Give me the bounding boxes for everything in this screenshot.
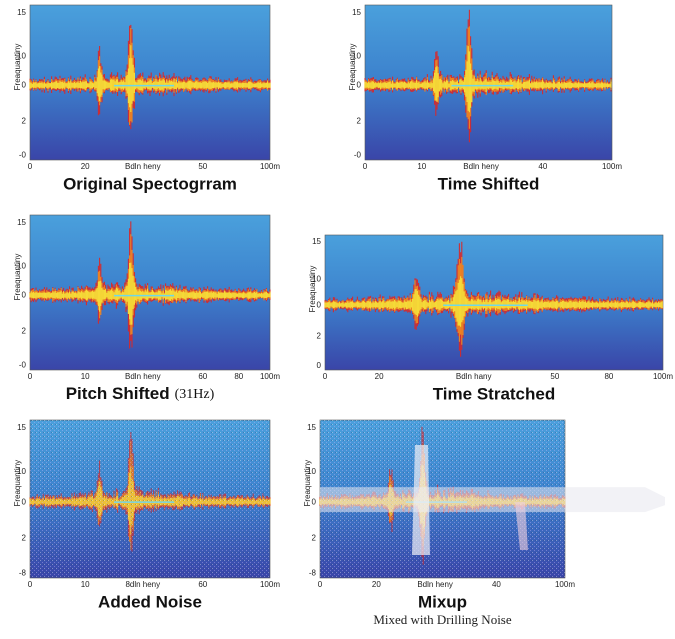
y-tick-label: 0 xyxy=(312,497,317,506)
x-axis-label: Bdln heny xyxy=(125,372,161,381)
x-tick-label: 0 xyxy=(28,372,33,381)
y-tick-label: 0 xyxy=(317,300,322,309)
y-tick-label: 0 xyxy=(22,291,27,300)
x-tick-label: 40 xyxy=(538,162,547,171)
x-tick-label: 100m xyxy=(260,162,280,171)
x-tick-label: 50 xyxy=(198,162,207,171)
y-tick-label: 15 xyxy=(17,423,26,432)
y-tick-label: -0 xyxy=(19,150,27,159)
x-axis-label: 8dln heny xyxy=(125,580,160,589)
x-tick-label: 0 xyxy=(28,580,33,589)
y-tick-label: -8 xyxy=(309,568,317,577)
y-axis-label: Freaquantiny xyxy=(13,460,22,507)
x-tick-label: 60 xyxy=(198,372,207,381)
y-tick-label: 0 xyxy=(317,361,322,370)
mixup-overlay xyxy=(320,487,665,513)
x-axis-label: Bdln hany xyxy=(456,372,492,381)
y-axis-label: Freaquantiny xyxy=(13,44,22,91)
y-tick-label: 2 xyxy=(22,116,27,125)
x-tick-label: 60 xyxy=(198,580,207,589)
y-tick-label: 10 xyxy=(17,51,26,60)
y-tick-label: 10 xyxy=(17,261,26,270)
x-tick-label: 20 xyxy=(81,162,90,171)
panel-title: Time Stratched xyxy=(433,384,556,403)
x-tick-label: 100m xyxy=(555,580,575,589)
y-tick-label: 10 xyxy=(17,467,26,476)
y-tick-label: 2 xyxy=(317,331,322,340)
y-tick-label: 15 xyxy=(17,218,26,227)
y-tick-label: -0 xyxy=(354,150,362,159)
panel-title: Pitch Shifted (31Hz) xyxy=(66,384,215,403)
noise-overlay xyxy=(30,420,270,578)
y-tick-label: 2 xyxy=(22,534,27,543)
y-tick-label: 15 xyxy=(17,8,26,17)
x-tick-label: 100m xyxy=(653,372,673,381)
panel-title: Mixup xyxy=(418,592,467,611)
y-tick-label: 2 xyxy=(312,534,317,543)
y-tick-label: 10 xyxy=(352,51,361,60)
x-tick-label: 0 xyxy=(318,580,323,589)
panel-title: Added Noise xyxy=(98,592,202,611)
y-tick-label: 10 xyxy=(312,275,321,284)
y-tick-label: 15 xyxy=(312,237,321,246)
x-tick-label: 80 xyxy=(234,372,243,381)
y-axis-label: Freaquantiny xyxy=(13,254,22,301)
panel-title: Original Spectogrram xyxy=(63,174,237,193)
mixup-overlay xyxy=(412,445,430,555)
x-tick-label: 20 xyxy=(375,372,384,381)
y-tick-label: 15 xyxy=(307,423,316,432)
panel-title-note: (31Hz) xyxy=(175,387,215,402)
y-tick-label: 0 xyxy=(357,81,362,90)
y-tick-label: 2 xyxy=(357,116,362,125)
panel-title-text: Pitch Shifted xyxy=(66,384,170,403)
y-tick-label: -8 xyxy=(19,568,27,577)
x-tick-label: 100m xyxy=(260,580,280,589)
x-tick-label: 100m xyxy=(602,162,622,171)
y-tick-label: -0 xyxy=(19,360,27,369)
x-tick-label: 40 xyxy=(492,580,501,589)
x-tick-label: 50 xyxy=(550,372,559,381)
y-tick-label: 2 xyxy=(22,326,27,335)
y-axis-label: Freaquantiny xyxy=(308,266,317,313)
x-tick-label: 0 xyxy=(363,162,368,171)
x-tick-label: 10 xyxy=(417,162,426,171)
x-tick-label: 0 xyxy=(323,372,328,381)
y-tick-label: 10 xyxy=(307,467,316,476)
y-tick-label: 15 xyxy=(352,8,361,17)
mixup-overlay xyxy=(515,502,528,550)
y-tick-label: 0 xyxy=(22,81,27,90)
x-tick-label: 100m xyxy=(260,372,280,381)
y-axis-label: Freaquantiny xyxy=(303,460,312,507)
x-axis-label: Bdln heny xyxy=(125,162,161,171)
x-axis-label: Bdln heny xyxy=(417,580,453,589)
x-tick-label: 80 xyxy=(604,372,613,381)
x-tick-label: 0 xyxy=(28,162,33,171)
panel-title: Time Shifted xyxy=(438,174,540,193)
panel-subtitle: Mixed with Drilling Noise xyxy=(373,612,512,627)
y-axis-label: Freaquantiny xyxy=(348,44,357,91)
x-axis-label: Bdln heny xyxy=(463,162,499,171)
x-tick-label: 10 xyxy=(81,580,90,589)
x-tick-label: 10 xyxy=(81,372,90,381)
x-tick-label: 20 xyxy=(372,580,381,589)
y-tick-label: 0 xyxy=(22,497,27,506)
